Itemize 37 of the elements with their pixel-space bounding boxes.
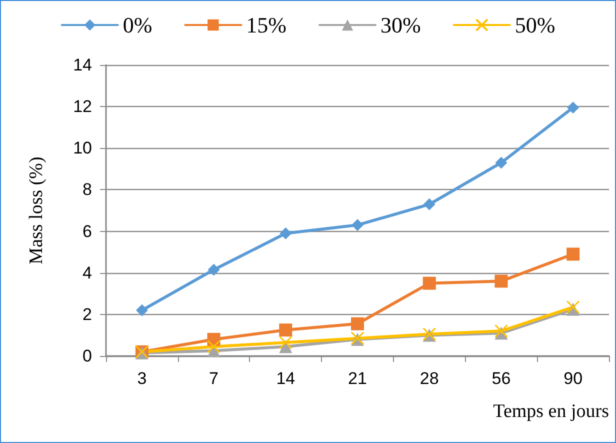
- x-tick-label: 90: [564, 369, 583, 388]
- legend-label: 30%: [380, 12, 421, 38]
- legend-label: 0%: [122, 12, 152, 38]
- point: [280, 227, 292, 240]
- point: [279, 324, 292, 337]
- x-tick-label: 3: [137, 369, 147, 388]
- point: [352, 219, 364, 232]
- point: [136, 304, 148, 316]
- point: [566, 300, 580, 314]
- legend-label: 15%: [246, 12, 286, 38]
- y-tick-label: 6: [82, 222, 92, 241]
- x-tick-label: 56: [492, 369, 511, 388]
- point: [208, 264, 220, 276]
- y-tick-label: 10: [73, 138, 92, 158]
- y-tick-label: 2: [82, 304, 92, 324]
- point: [278, 336, 292, 350]
- point: [494, 324, 508, 338]
- point: [351, 317, 364, 330]
- point: [566, 248, 580, 261]
- point: [495, 156, 508, 169]
- point: [567, 102, 580, 114]
- point: [423, 198, 436, 210]
- x-tick-label: 28: [420, 369, 439, 388]
- y-tick-label: 0: [82, 346, 92, 366]
- y-tick-label: 14: [73, 56, 92, 74]
- x-tick-label: 7: [209, 369, 219, 388]
- x-axis-title: Temps en jours: [493, 401, 609, 422]
- y-tick-label: 4: [82, 263, 92, 282]
- point: [207, 340, 221, 354]
- y-tick-label: 12: [73, 97, 92, 116]
- point: [494, 274, 508, 288]
- x-tick-label: 21: [348, 369, 367, 388]
- y-tick-label: 8: [82, 180, 92, 200]
- y-axis-title: Mass loss (%): [26, 156, 47, 264]
- legend-label: 50%: [514, 12, 556, 38]
- point: [422, 276, 436, 290]
- x-tick-label: 14: [276, 369, 296, 388]
